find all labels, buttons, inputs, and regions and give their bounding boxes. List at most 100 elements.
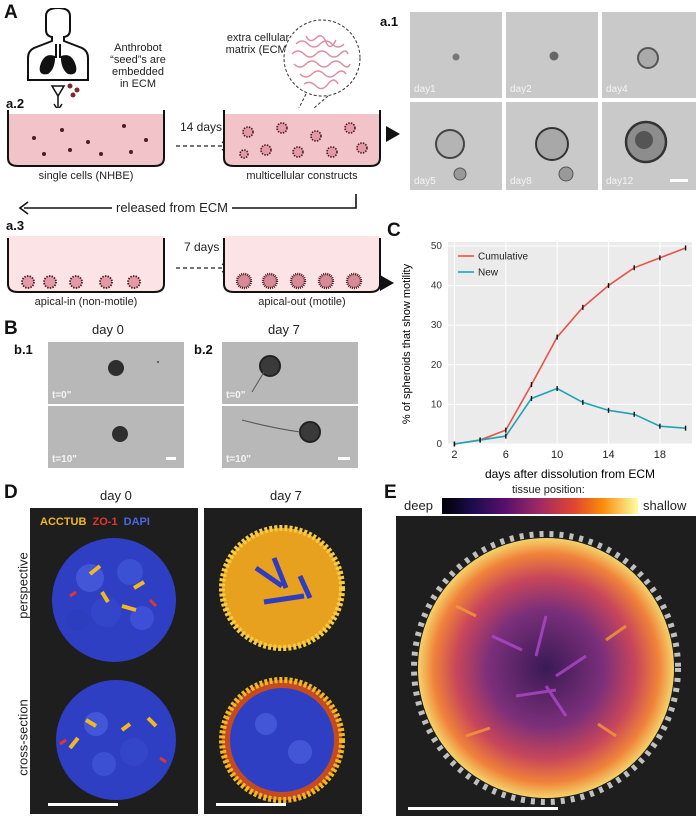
panel-letter-b1: b.1 xyxy=(14,342,33,357)
b-day0-title: day 0 xyxy=(92,322,124,337)
d-day0-perspective-sphere xyxy=(52,538,176,662)
dish-apical-out xyxy=(223,236,381,293)
spheroid-image xyxy=(435,129,467,181)
y-tick-label: 30 xyxy=(431,320,443,331)
y-tick-label: 10 xyxy=(431,399,443,410)
scale-bar xyxy=(408,807,558,810)
ecm-text: extra cellular matrix (ECM) xyxy=(216,32,300,56)
e-depth-colorbar xyxy=(442,498,638,514)
y-tick-label: 50 xyxy=(431,241,443,252)
legend-zo1: ZO-1 xyxy=(92,516,118,528)
micro-day4: day4 xyxy=(602,12,696,98)
panel-letter-c: C xyxy=(387,220,401,241)
legend-label: New xyxy=(478,268,499,279)
day-label: day4 xyxy=(606,84,628,95)
e-colorbar-title: tissue position: xyxy=(512,484,585,496)
d-channel-legend: ACCTUB ZO-1 DAPI xyxy=(40,516,150,528)
d-day0-cross-section xyxy=(56,680,176,800)
label-multicellular: multicellular constructs xyxy=(246,170,358,182)
spheroid-image xyxy=(624,120,668,164)
d-day0-panel: ACCTUB ZO-1 DAPI xyxy=(30,508,198,814)
panel-letter-b: B xyxy=(4,318,18,339)
d-cross-section-label: cross-section xyxy=(15,699,31,776)
anthrobot-line-2: “seed”s are xyxy=(110,54,166,66)
micro-day8: day8 xyxy=(506,102,598,190)
label-14-days: 14 days xyxy=(180,120,223,134)
scale-bar xyxy=(338,457,350,460)
scale-bar xyxy=(166,457,176,460)
ecm-bubble xyxy=(283,19,361,121)
panel-letter-a2: a.2 xyxy=(6,96,25,111)
label-7-days: 7 days xyxy=(184,240,220,254)
anthrobot-line-1: Anthrobot xyxy=(114,42,162,54)
b2-frame-t10: t=10" xyxy=(222,406,358,468)
spheroid-image xyxy=(452,53,460,61)
day-label: day8 xyxy=(510,176,532,187)
d-day7-cross-section xyxy=(219,677,345,803)
spheroid-image xyxy=(637,47,659,69)
y-tick-label: 20 xyxy=(431,360,443,371)
y-tick-label: 0 xyxy=(436,439,442,450)
spheroid-image xyxy=(241,419,321,443)
label-apical-in: apical-in (non-motile) xyxy=(34,296,138,308)
label-single-cells: single cells (NHBE) xyxy=(38,170,134,182)
time-label: t=10" xyxy=(52,454,78,465)
b-day7-title: day 7 xyxy=(268,322,300,337)
micro-day2: day2 xyxy=(506,12,598,98)
anthrobot-text: Anthrobot “seed”s are embedded in ECM xyxy=(100,42,176,90)
x-axis-label: days after dissolution from ECM xyxy=(485,467,655,481)
dish-multicellular xyxy=(223,108,381,167)
human-lungs-icon xyxy=(27,8,89,112)
dish-single-cells xyxy=(7,108,165,167)
d-day0-images xyxy=(52,538,176,800)
timelapse-grid: day1 day2 day4 day5 day8 day12 xyxy=(410,12,696,190)
day-label: day1 xyxy=(414,84,436,95)
d-day7-images xyxy=(219,525,345,803)
d-day0-title: day 0 xyxy=(100,488,132,503)
e-spheroid-render xyxy=(411,531,681,805)
micro-day5: day5 xyxy=(410,102,502,190)
d-day7-perspective-sphere xyxy=(219,525,345,651)
plot-background xyxy=(448,242,692,444)
panel-letter-a: A xyxy=(4,2,18,23)
d-day7-title: day 7 xyxy=(270,488,302,503)
day-label: day2 xyxy=(510,84,532,95)
motility-line-chart: 0 10 20 30 40 50 2 6 10 14 18 % of spheroids that … xyxy=(401,241,692,481)
panel-letter-a1: a.1 xyxy=(380,14,399,29)
anthrobot-line-4: in ECM xyxy=(119,78,157,90)
legend-label: Cumulative xyxy=(478,252,528,263)
d-day7-panel xyxy=(204,508,362,814)
panel-letter-e: E xyxy=(384,482,397,503)
spheroid-image xyxy=(251,355,281,393)
spheroid-image xyxy=(108,360,159,376)
ecm-line-2: matrix (ECM) xyxy=(225,44,291,56)
spheroid-image xyxy=(112,426,128,442)
scale-bar xyxy=(670,179,688,182)
seed-dots-icon xyxy=(67,83,80,98)
chart-legend: Cumulative New xyxy=(458,252,528,279)
pointer-triangle-2 xyxy=(380,275,394,291)
day-label: day12 xyxy=(606,176,634,187)
day-label: day5 xyxy=(414,176,436,187)
x-tick-label: 18 xyxy=(654,449,666,461)
label-apical-out: apical-out (motile) xyxy=(258,296,346,308)
legend-acctub: ACCTUB xyxy=(40,516,87,528)
pointer-triangle-1 xyxy=(386,126,400,142)
anthrobot-line-3: embedded xyxy=(112,66,164,78)
b1-frame-t10: t=10" xyxy=(48,406,184,468)
legend-dapi: DAPI xyxy=(123,516,150,528)
b1-frame-t0: t=0" xyxy=(48,342,184,404)
time-label: t=10" xyxy=(226,454,252,465)
y-axis-label: % of spheroids that show motility xyxy=(401,263,413,424)
time-label: t=0" xyxy=(52,390,72,401)
x-tick-label: 6 xyxy=(503,449,509,461)
e-shallow-label: shallow xyxy=(643,498,687,513)
panel-letter-d: D xyxy=(4,482,18,503)
x-tick-label: 10 xyxy=(551,449,563,461)
scale-bar xyxy=(216,803,286,806)
spheroid-image xyxy=(549,51,559,61)
series-line-new xyxy=(454,387,686,445)
spheroid-image xyxy=(535,127,574,182)
e-deep-label: deep xyxy=(404,498,433,513)
label-released: released from ECM xyxy=(112,200,232,215)
